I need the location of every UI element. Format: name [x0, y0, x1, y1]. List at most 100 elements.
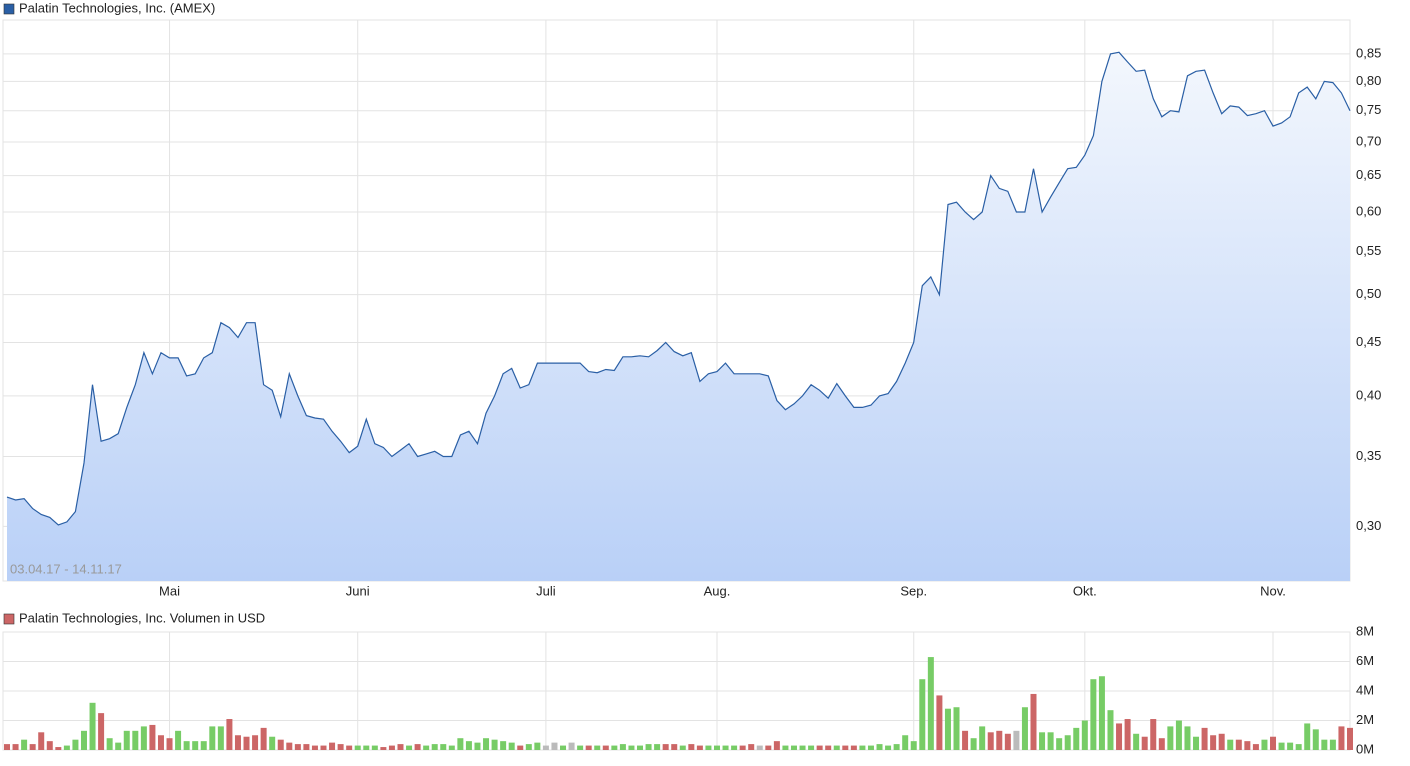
volume-bar: [260, 727, 267, 750]
volume-bar: [833, 745, 840, 750]
volume-bar: [1278, 742, 1285, 750]
y-tick-label: 0,75: [1356, 102, 1381, 117]
volume-bar: [637, 745, 644, 750]
volume-bar: [808, 745, 815, 750]
volume-bar: [354, 745, 361, 750]
volume-bar: [773, 741, 780, 750]
volume-bar: [696, 745, 703, 750]
volume-bar: [1347, 727, 1353, 750]
x-tick-label: Okt.: [1073, 583, 1097, 598]
y-tick-label: 0M: [1356, 741, 1374, 756]
volume-bar: [1321, 739, 1328, 750]
x-tick-label: Aug.: [704, 583, 731, 598]
y-tick-label: 0,55: [1356, 243, 1381, 258]
date-range: 03.04.17 - 14.11.17: [10, 561, 122, 576]
volume-bar: [166, 738, 173, 750]
volume-bar: [80, 730, 87, 750]
volume-bar: [996, 730, 1003, 750]
volume-bar: [816, 745, 823, 750]
volume-bar: [577, 745, 584, 750]
volume-bar: [123, 730, 130, 750]
volume-bar: [662, 744, 669, 750]
volume-bar: [756, 745, 763, 750]
volume-bar: [1133, 733, 1140, 750]
volume-bar: [397, 744, 404, 750]
volume-bar: [1304, 723, 1311, 750]
volume-bar: [790, 745, 797, 750]
volume-bar: [277, 739, 284, 750]
volume-bar: [140, 726, 147, 750]
volume-bar: [1270, 736, 1277, 750]
volume-bar: [329, 742, 336, 750]
volume-bar: [970, 738, 977, 750]
volume-bar: [1158, 738, 1165, 750]
volume-bar: [1081, 720, 1088, 750]
y-tick-label: 0,60: [1356, 203, 1381, 218]
volume-bar: [842, 745, 849, 750]
volume-bar: [893, 744, 900, 750]
legend-swatch: [3, 613, 15, 625]
x-tick-label: Juli: [536, 583, 556, 598]
volume-bar: [149, 724, 156, 750]
volume-bar: [1184, 726, 1191, 750]
volume-bar: [1193, 736, 1200, 750]
volume-bar: [406, 745, 413, 750]
volume-bar: [979, 726, 986, 750]
volume-bar: [568, 742, 575, 750]
volume-bar: [534, 742, 541, 750]
volume-bar: [1141, 736, 1148, 750]
volume-bar: [243, 736, 250, 750]
volume-bar: [132, 730, 139, 750]
volume-bar: [380, 747, 387, 750]
volume-bar: [850, 745, 857, 750]
x-tick-label: Juni: [346, 583, 370, 598]
x-tick-label: Sep.: [900, 583, 927, 598]
volume-bar: [1116, 723, 1123, 750]
volume-bar: [63, 745, 70, 750]
volume-bar: [585, 745, 592, 750]
y-tick-label: 0,45: [1356, 334, 1381, 349]
volume-bar: [483, 738, 490, 750]
volume-bar: [29, 744, 36, 750]
volume-bar: [944, 708, 951, 750]
volume-bar: [1295, 744, 1302, 750]
volume-bar: [1021, 707, 1028, 750]
volume-bar: [1073, 727, 1080, 750]
volume-bar: [1013, 730, 1020, 750]
volume-bar: [175, 730, 182, 750]
volume-bar: [465, 741, 472, 750]
volume-bar: [1107, 710, 1114, 750]
volume-bar: [953, 707, 960, 750]
volume-bar: [200, 741, 207, 750]
volume-bar: [371, 745, 378, 750]
volume-bar: [192, 741, 199, 750]
volume-bar: [876, 744, 883, 750]
volume-bar: [508, 742, 515, 750]
y-tick-label: 0,30: [1356, 518, 1381, 533]
legend-swatch: [3, 3, 15, 15]
y-tick-label: 0,65: [1356, 167, 1381, 182]
volume-bar: [423, 745, 430, 750]
volume-bar: [209, 726, 216, 750]
volume-bar: [1312, 729, 1319, 750]
volume-bar: [303, 744, 310, 750]
volume-bar: [525, 744, 532, 750]
volume-bar: [602, 745, 609, 750]
volume-bar: [799, 745, 806, 750]
volume-bar: [491, 739, 498, 750]
volume-bar: [859, 745, 866, 750]
volume-bar: [252, 735, 259, 750]
volume-bar: [12, 744, 19, 750]
volume-bar: [1227, 739, 1234, 750]
price-title: Palatin Technologies, Inc. (AMEX): [19, 0, 215, 15]
volume-bar: [1039, 732, 1046, 750]
volume-bar: [671, 744, 678, 750]
volume-bar: [1235, 739, 1242, 750]
volume-bar: [654, 744, 661, 750]
y-tick-label: 6M: [1356, 653, 1374, 668]
y-tick-label: 0,50: [1356, 286, 1381, 301]
volume-bar: [619, 744, 626, 750]
volume-bar: [936, 695, 943, 750]
volume-bar: [46, 741, 53, 750]
volume-bar: [885, 745, 892, 750]
